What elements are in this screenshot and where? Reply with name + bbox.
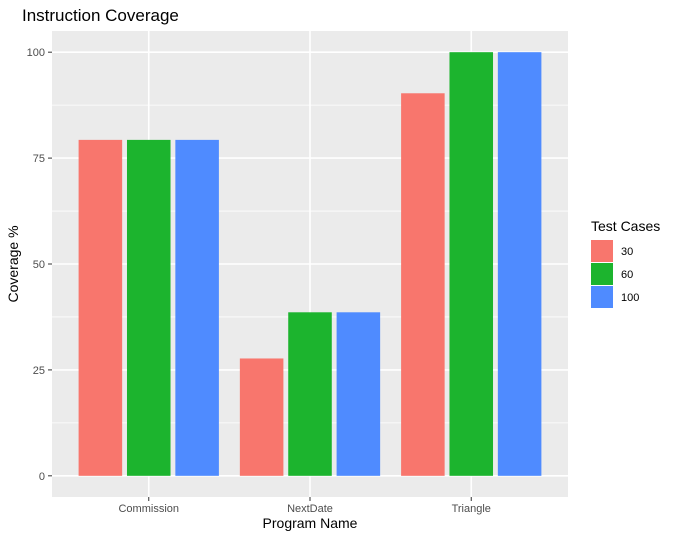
y-tick-label: 100 <box>27 47 45 59</box>
y-tick-label: 25 <box>33 365 45 377</box>
bar <box>288 312 332 476</box>
x-axis-title: Program Name <box>263 515 358 531</box>
x-tick-label: Commission <box>118 503 179 515</box>
bar <box>239 358 284 476</box>
legend-title: Test Cases <box>591 218 660 234</box>
bar <box>175 139 219 476</box>
y-tick-label: 50 <box>33 259 45 271</box>
x-tick-label: NextDate <box>287 503 333 515</box>
legend-key <box>591 240 613 262</box>
bar <box>336 312 381 476</box>
chart-title: Instruction Coverage <box>22 6 179 25</box>
y-tick-label: 75 <box>33 153 45 165</box>
legend-label: 60 <box>621 269 633 281</box>
y-tick-label: 0 <box>39 471 45 483</box>
bar <box>449 52 494 476</box>
y-axis-ticks: 0 25 50 75 100 <box>27 47 52 483</box>
bar <box>126 139 171 476</box>
x-axis-ticks: Commission NextDate Triangle <box>118 497 491 515</box>
legend-label: 30 <box>621 246 633 258</box>
bar <box>401 93 445 476</box>
legend-label: 100 <box>621 292 639 304</box>
y-axis-title: Coverage % <box>5 225 21 302</box>
bars <box>78 52 542 476</box>
legend-key <box>591 263 613 285</box>
legend-key <box>591 286 613 308</box>
x-tick-label: Triangle <box>452 503 491 515</box>
bar <box>78 139 123 476</box>
bar <box>497 52 542 476</box>
legend: Test Cases 30 60 100 <box>591 218 660 308</box>
